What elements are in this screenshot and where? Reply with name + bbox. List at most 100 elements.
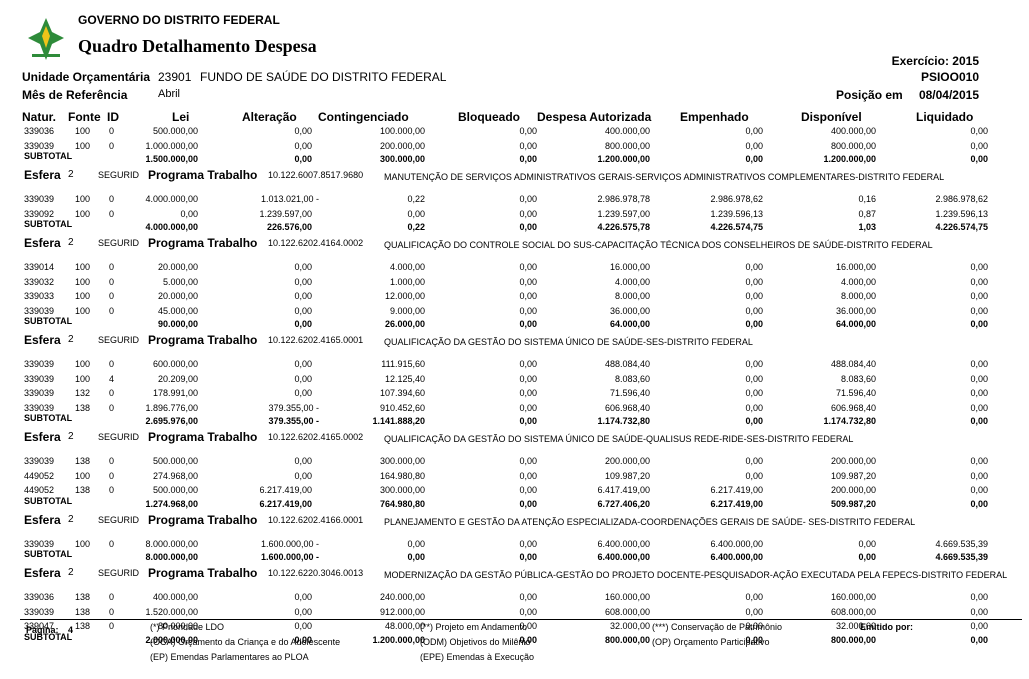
- cell-value: 0,00: [519, 485, 537, 495]
- cell-value: 0,00: [519, 208, 537, 219]
- subtotal-value: 0,00: [519, 319, 537, 329]
- subtotal-value: 1.200.000,00: [372, 634, 425, 645]
- natureza: 339033: [24, 291, 55, 301]
- logo: [28, 18, 64, 60]
- cell-value: 16.000,00: [609, 262, 650, 272]
- fonte: 138: [75, 485, 91, 495]
- posicao: 08/04/2015: [918, 88, 979, 102]
- subtotal-label: SUBTOTAL: [24, 151, 73, 161]
- fonte: 138: [75, 621, 91, 631]
- cell-value: 0,00: [745, 606, 763, 617]
- programa-description: MANUTENÇÃO DE SERVIÇOS ADMINISTRATIVOS G…: [384, 172, 945, 182]
- subtotal-value: 226.576,00: [266, 222, 312, 232]
- cell-value: 0,00: [745, 305, 763, 316]
- id: 0: [109, 621, 115, 631]
- cell-value: 400.000,00: [604, 126, 650, 136]
- cell-value: 4.000,00: [614, 276, 650, 287]
- column-header: Lei: [172, 110, 190, 124]
- subtotal-value: 0,00: [294, 634, 312, 645]
- cell-value: 0,00: [407, 538, 425, 549]
- cell-value: 32.000,00: [609, 621, 650, 631]
- cell-value: 379.355,00 -: [268, 402, 319, 413]
- cell-value: 0,00: [970, 305, 988, 316]
- esfera-label: Esfera: [24, 430, 61, 444]
- mes: Abril: [158, 88, 181, 100]
- natureza: 339039: [24, 359, 55, 369]
- fonte: 100: [75, 194, 91, 204]
- id: 0: [109, 538, 115, 549]
- subtotal-value: 64.000,00: [835, 319, 876, 329]
- subtotal-value: 4.000.000,00: [145, 222, 198, 232]
- legend-note: (***) Conservação de Patrimônio: [652, 622, 783, 632]
- subtotal-value: 0,00: [519, 498, 537, 509]
- cell-value: 100.000,00: [379, 126, 425, 136]
- subtotal-value: 764.980,80: [379, 498, 425, 509]
- cell-value: 0,00: [294, 140, 312, 151]
- cell-value: 80.000,00: [157, 621, 198, 631]
- cell-value: 608.000,00: [830, 606, 876, 617]
- programa-description: QUALIFICAÇÃO DA GESTÃO DO SISTEMA ÚNICO …: [384, 337, 753, 347]
- cell-value: 0,00: [745, 291, 763, 301]
- subtotal-label: SUBTOTAL: [24, 413, 73, 423]
- column-header: Contingenciado: [318, 110, 409, 124]
- subtotal-value: 0,00: [970, 154, 988, 164]
- subtotal-value: 6.727.406,20: [597, 498, 650, 509]
- esfera-group: SEGURID: [98, 170, 140, 180]
- id: 0: [109, 470, 115, 481]
- cell-value: 200.000,00: [830, 485, 876, 495]
- cell-value: 45.000,00: [157, 305, 198, 316]
- programa-description: MODERNIZAÇÃO DA GESTÃO PÚBLICA-GESTÃO DO…: [384, 570, 1008, 580]
- cell-value: 36.000,00: [609, 305, 650, 316]
- cell-value: 0,00: [745, 276, 763, 287]
- subtotal-value: 0,00: [745, 319, 763, 329]
- cell-value: 8.000,00: [840, 291, 876, 301]
- cell-value: 0,00: [970, 388, 988, 398]
- fonte: 100: [75, 470, 91, 481]
- cell-value: 0,00: [970, 402, 988, 413]
- subtotal-value: 1.274.968,00: [145, 498, 198, 509]
- subtotal-value: 0,00: [970, 416, 988, 426]
- esfera-label: Esfera: [24, 168, 61, 182]
- cell-value: 200.000,00: [379, 140, 425, 151]
- esfera-group: SEGURID: [98, 514, 140, 525]
- natureza: 339039: [24, 538, 55, 549]
- cell-value: 0,00: [294, 291, 312, 301]
- cell-value: 6.217.419,00: [710, 485, 763, 495]
- subtotal-value: 6.217.419,00: [259, 498, 312, 509]
- cell-value: 16.000,00: [835, 262, 876, 272]
- subtotal-value: 0,00: [970, 498, 988, 509]
- cell-value: 300.000,00: [379, 456, 425, 466]
- natureza: 339036: [24, 126, 55, 136]
- subtotal-value: 800.000,00: [604, 634, 650, 645]
- id: 4: [109, 373, 115, 384]
- cell-value: 107.394,60: [379, 388, 425, 398]
- cell-value: 0,00: [519, 291, 537, 301]
- esfera-value: 2: [68, 169, 74, 180]
- cell-value: 0,00: [294, 373, 312, 384]
- natureza: 339039: [24, 305, 55, 316]
- cell-value: 0,00: [970, 359, 988, 369]
- cell-value: 36.000,00: [835, 305, 876, 316]
- cell-value: 2.986.978,62: [935, 194, 988, 204]
- programa-code: 10.122.6202.4164.0002: [268, 238, 364, 248]
- column-header: Despesa Autorizada: [537, 110, 652, 124]
- cell-value: 0,00: [745, 470, 763, 481]
- cell-value: 912.000,00: [379, 606, 425, 617]
- legend-note: (EP) Emendas Parlamentares ao PLOA: [150, 652, 309, 662]
- cell-value: 0,00: [970, 126, 988, 136]
- exercicio: Exercício: 2015: [891, 54, 979, 68]
- programa-code: 10.122.6202.4165.0001: [268, 335, 364, 345]
- id: 0: [109, 592, 115, 602]
- cell-value: 0,00: [519, 305, 537, 316]
- cell-value: 1.896.776,00: [145, 402, 198, 413]
- fonte: 100: [75, 359, 91, 369]
- subtotal-value: 800.000,00: [830, 634, 876, 645]
- cell-value: 0,00: [745, 262, 763, 272]
- id: 0: [109, 388, 115, 398]
- cell-value: 178.991,00: [152, 388, 198, 398]
- cell-value: 0,87: [858, 208, 876, 219]
- column-header: Alteração: [242, 110, 297, 124]
- cell-value: 274.968,00: [152, 470, 198, 481]
- cell-value: 606.968,40: [830, 402, 876, 413]
- programa-label: Programa Trabalho: [148, 512, 258, 527]
